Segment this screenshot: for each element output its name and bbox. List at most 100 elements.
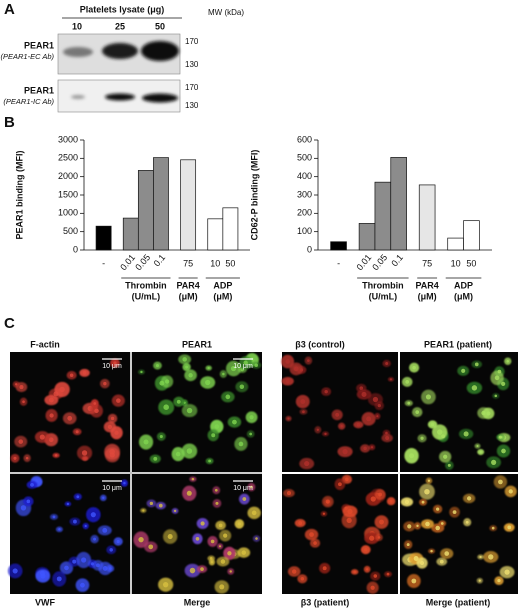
cell-core xyxy=(218,545,222,548)
image-caption: Merge xyxy=(184,597,211,607)
cell-core xyxy=(322,566,327,571)
y-tick-label: 100 xyxy=(297,226,312,236)
cell-core xyxy=(478,579,481,582)
cell-core xyxy=(406,543,410,547)
cell-core xyxy=(361,391,367,397)
cell-core xyxy=(54,454,58,457)
y-tick-label: 1500 xyxy=(58,189,78,199)
panel-letter: A xyxy=(4,1,15,18)
group-label: ADP xyxy=(454,280,473,290)
cell-core xyxy=(109,548,113,552)
x-tick-label: 0.01 xyxy=(354,252,373,272)
cell-core xyxy=(285,359,290,364)
cell-core xyxy=(304,460,310,467)
cell-core xyxy=(82,371,87,375)
cell-core xyxy=(385,436,390,441)
cell-core xyxy=(430,422,435,427)
cell-core xyxy=(385,362,389,365)
cell-core xyxy=(185,365,189,369)
group-label: Thrombin xyxy=(125,280,167,290)
cell-core xyxy=(300,399,306,405)
cell-core xyxy=(207,366,210,370)
mw-marker: 130 xyxy=(185,60,199,69)
cell-core xyxy=(411,578,417,584)
y-tick-label: 2500 xyxy=(58,153,78,163)
cell-core xyxy=(110,416,115,421)
cell-core xyxy=(48,397,54,403)
cell-core xyxy=(412,365,416,370)
cell-core xyxy=(316,428,320,431)
x-tick-label: 75 xyxy=(422,258,432,268)
cell-core xyxy=(254,363,259,368)
cell-core xyxy=(322,512,326,515)
cell-core xyxy=(491,459,497,465)
cell-core xyxy=(307,359,310,362)
cell-core xyxy=(251,510,257,516)
x-tick-label: 0.1 xyxy=(152,252,168,268)
cell-core xyxy=(59,386,65,393)
cell-core xyxy=(353,570,356,574)
cell-core xyxy=(370,446,374,449)
cell-core xyxy=(26,499,31,504)
cell-core xyxy=(200,567,204,571)
cell-core xyxy=(173,509,177,513)
cell-core xyxy=(407,401,411,405)
cell-core xyxy=(218,523,223,528)
group-label: PAR4 xyxy=(176,280,199,290)
cell-core xyxy=(186,407,193,414)
cell-core xyxy=(508,489,513,494)
cell-core xyxy=(219,584,225,590)
cell-core xyxy=(501,381,506,386)
blot-label: PEAR1 xyxy=(24,40,54,50)
cell-core xyxy=(342,449,348,455)
cell-core xyxy=(227,551,232,556)
cell-core xyxy=(287,417,290,420)
cell-core xyxy=(474,362,479,367)
band xyxy=(102,43,138,59)
cell-core xyxy=(379,519,384,525)
cell-core xyxy=(158,503,163,508)
cell-core xyxy=(102,527,108,533)
cell-core xyxy=(389,378,393,381)
cell-core xyxy=(237,522,242,526)
cell-core xyxy=(81,557,87,563)
cell-core xyxy=(404,499,410,505)
cell-core xyxy=(186,448,193,454)
cell-core xyxy=(347,508,353,515)
band xyxy=(141,41,179,61)
cell-core xyxy=(182,357,187,362)
cell-core xyxy=(420,436,424,440)
scale-label: 10 μm xyxy=(233,485,253,492)
image-caption: β3 (patient) xyxy=(301,597,350,607)
y-tick-label: 0 xyxy=(73,244,78,254)
cell-core xyxy=(364,547,368,552)
cell-core xyxy=(220,559,226,564)
cell-core xyxy=(324,432,327,436)
band xyxy=(63,47,93,57)
cell-core xyxy=(294,366,297,370)
lysate-header: Platelets lysate (μg) xyxy=(80,4,165,14)
cell-core xyxy=(40,573,46,579)
bar xyxy=(390,157,407,251)
bar xyxy=(447,237,464,251)
y-tick-label: 600 xyxy=(297,134,312,144)
cell-core xyxy=(491,526,495,530)
cell-core xyxy=(30,482,34,487)
cell-core xyxy=(479,555,482,559)
cell-core xyxy=(377,536,381,539)
cell-core xyxy=(421,500,425,504)
x-tick-label: 75 xyxy=(183,258,193,268)
x-tick-label: - xyxy=(102,258,105,268)
cell-core xyxy=(377,404,381,408)
cell-core xyxy=(191,477,195,481)
cell-core xyxy=(386,572,390,576)
y-tick-label: 500 xyxy=(63,226,78,236)
cell-core xyxy=(479,450,482,454)
cell-core xyxy=(153,456,158,461)
cell-core xyxy=(73,519,77,524)
cell-core xyxy=(69,373,74,377)
cell-core xyxy=(163,404,169,410)
cell-core xyxy=(123,481,126,485)
lane-label: 50 xyxy=(155,21,165,31)
